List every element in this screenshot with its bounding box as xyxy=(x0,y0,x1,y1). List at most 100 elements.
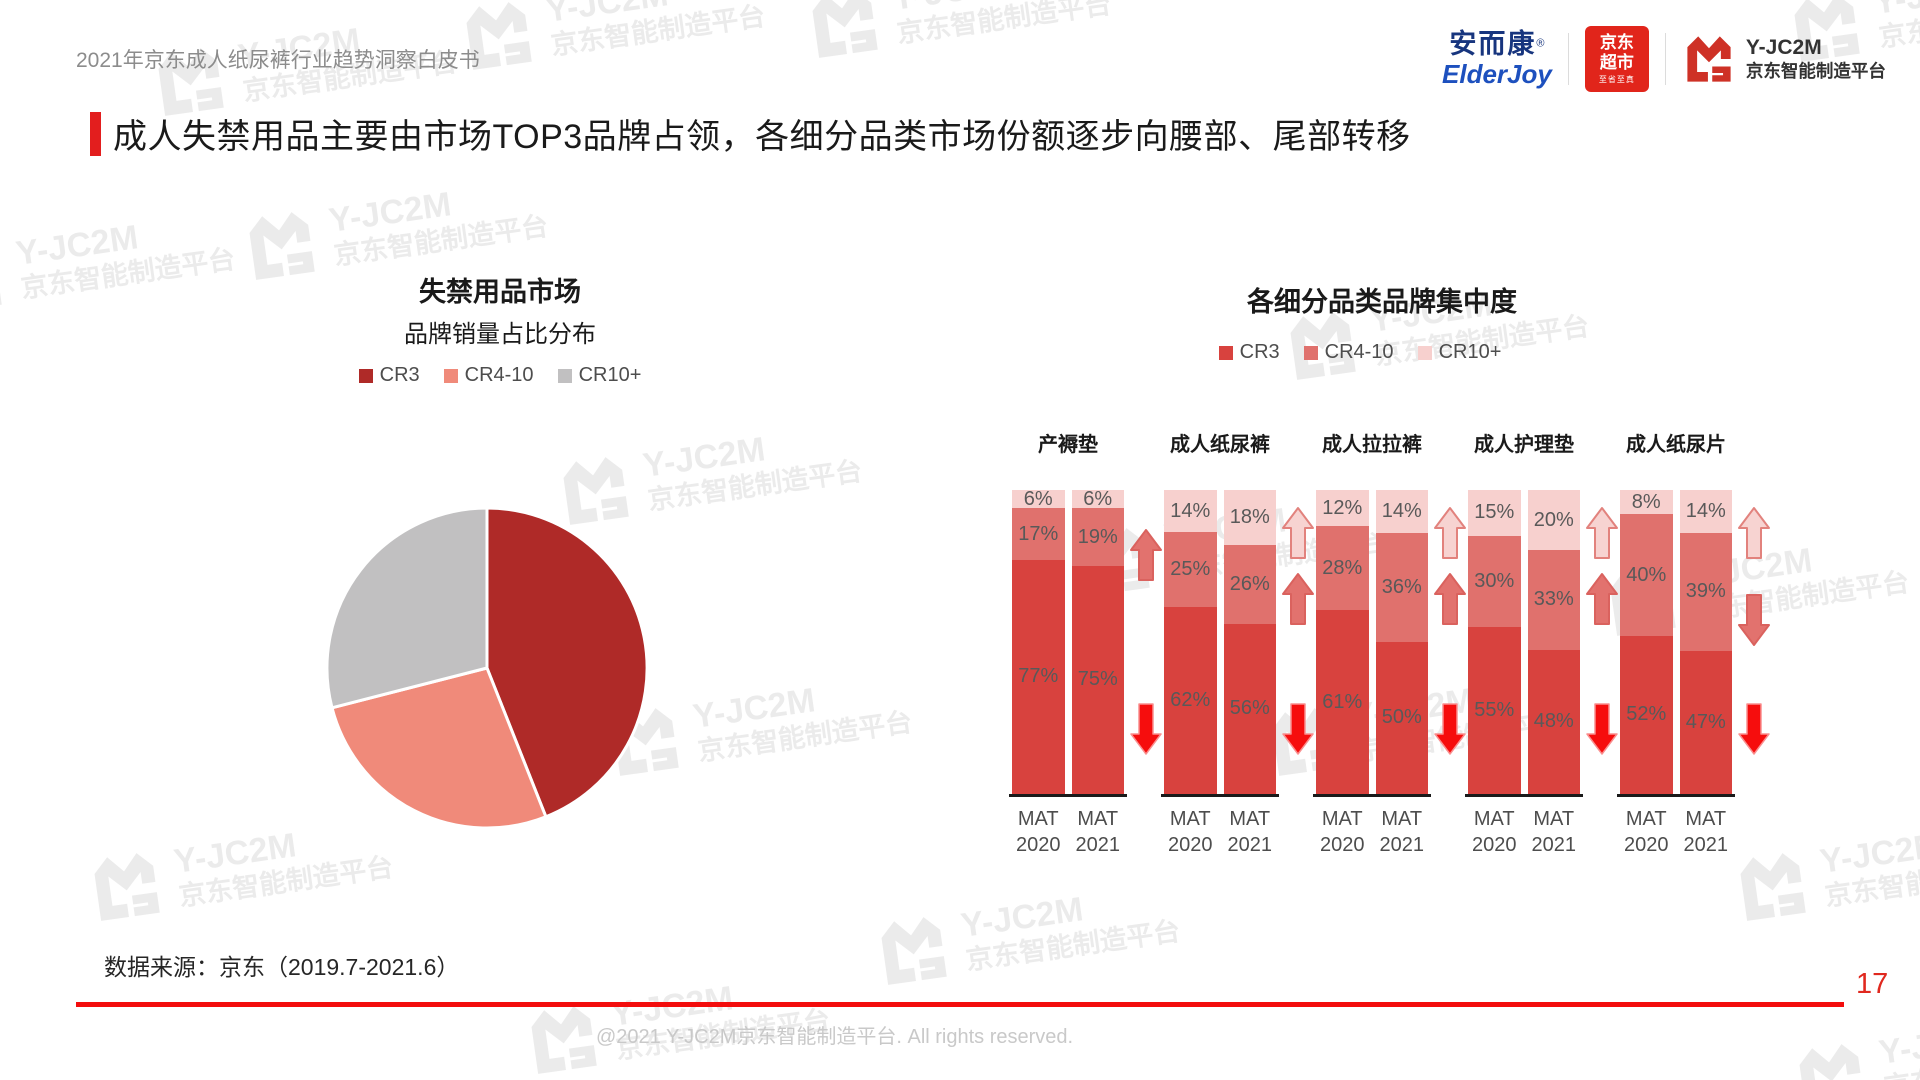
x-axis-label: MAT 2020 xyxy=(1620,806,1673,858)
yjc2m-mark-icon xyxy=(1687,36,1731,82)
bar-value-label: 40% xyxy=(1626,563,1667,586)
title-accent-bar xyxy=(90,112,101,156)
trend-arrow-down-icon xyxy=(1433,702,1467,761)
logo-divider xyxy=(1664,33,1666,85)
elderjoy-en-text: ElderJoy xyxy=(1442,58,1552,89)
trend-arrow-up-icon xyxy=(1129,528,1163,587)
bar-value-label: 28% xyxy=(1322,556,1363,579)
x-axis-label-line: MAT xyxy=(1321,808,1363,830)
bar-value-label: 55% xyxy=(1474,698,1515,721)
x-axis-label-line: 2021 xyxy=(1075,834,1121,856)
page-title: 成人失禁用品主要由市场TOP3品牌占领，各细分品类市场份额逐步向腰部、尾部转移 xyxy=(113,118,1411,156)
bar-segment-CR3: 61% xyxy=(1316,610,1369,794)
stacked-bar-MAT-2020: 12% 28% 61% xyxy=(1316,490,1369,794)
stacked-bar-MAT-2021: 20% 33% 48% xyxy=(1527,490,1580,794)
x-axis-label-line: MAT xyxy=(1017,808,1059,830)
x-axis-label-line: 2020 xyxy=(1320,834,1365,856)
category-label: 成人护理垫 xyxy=(1474,434,1574,456)
x-axis-label-line: 2021 xyxy=(1379,834,1425,856)
bar-chart: 产褥垫 6% 17% 77% 6% 19% 75% MAT 2020 MAT 2021 成人纸尿裤 14… xyxy=(1009,428,1802,873)
stacked-bar-MAT-2021: 14% 36% 50% xyxy=(1375,490,1428,794)
bar-segment-CR4-10: 19% xyxy=(1071,508,1124,566)
legend-label: CR3 xyxy=(1239,341,1280,363)
x-axis-label: MAT 2020 xyxy=(1012,806,1065,858)
bar-segment-CR3: 56% xyxy=(1223,623,1276,794)
x-axis-label: MAT 2020 xyxy=(1316,806,1369,858)
trend-arrow-down-icon xyxy=(1737,702,1771,761)
x-axis-label: MAT 2021 xyxy=(1680,806,1733,858)
bar-value-label: 75% xyxy=(1077,668,1118,691)
trend-arrows xyxy=(1736,490,1772,797)
category-label: 成人拉拉裤 xyxy=(1322,434,1422,456)
bar-group-成人纸尿裤: 成人纸尿裤 14% 25% 62% 18% 26% 56% MAT 2020 MAT 2021 xyxy=(1161,428,1279,856)
jd-supermarket-logo: 京东 超市 至省至真 xyxy=(1584,26,1649,92)
data-source-note: 数据来源：京东（2019.7-2021.6） xyxy=(104,954,460,980)
bar-legend: CR3 CR4-10 CR10+ xyxy=(1160,341,1560,364)
bar-value-label: 12% xyxy=(1322,496,1363,519)
bar-segment-CR3: 47% xyxy=(1679,651,1732,794)
jd-supermarket-line1: 京东 xyxy=(1599,33,1634,53)
bar-chart-title: 各细分品类品牌集中度 xyxy=(1247,287,1517,317)
bar-value-label: 30% xyxy=(1474,569,1515,592)
stacked-bar-MAT-2021: 6% 19% 75% xyxy=(1071,488,1124,794)
bar-value-label: 48% xyxy=(1533,710,1574,733)
x-axis-labels: MAT 2020 MAT 2021 xyxy=(1164,806,1276,858)
x-axis-labels: MAT 2020 MAT 2021 xyxy=(1620,806,1732,858)
bar-segment-CR4-10: 40% xyxy=(1620,514,1673,636)
trend-arrows xyxy=(1432,490,1468,797)
bar-segment-CR3: 50% xyxy=(1375,641,1428,794)
category-label: 成人纸尿片 xyxy=(1626,434,1726,456)
bar-segment-CR10+: 18% xyxy=(1223,490,1276,545)
pie-chart-subtitle: 品牌销量占比分布 xyxy=(404,321,596,348)
x-axis-label: MAT 2021 xyxy=(1072,806,1125,858)
bar-segment-CR3: 62% xyxy=(1164,607,1217,794)
legend-item-cr10plus: CR10+ xyxy=(1417,341,1501,364)
pie-chart xyxy=(325,506,649,830)
bar-pair: 14% 25% 62% 18% 26% 56% xyxy=(1161,490,1279,797)
bar-segment-CR10+: 8% xyxy=(1620,490,1673,515)
bar-group-成人拉拉裤: 成人拉拉裤 12% 28% 61% 14% 36% 50% MAT 2020 MAT 2021 xyxy=(1313,428,1431,856)
pie-slice-CR3 xyxy=(485,506,649,819)
doc-title: 2021年京东成人纸尿裤行业趋势洞察白皮书 xyxy=(76,49,480,72)
bar-value-label: 25% xyxy=(1170,558,1211,581)
bar-value-label: 19% xyxy=(1077,525,1118,548)
bar-value-label: 17% xyxy=(1018,522,1059,545)
trend-arrow-down-icon xyxy=(1281,702,1315,761)
x-axis-label-line: 2020 xyxy=(1168,834,1213,856)
trend-arrows xyxy=(1128,490,1164,797)
legend-item-cr10plus: CR10+ xyxy=(557,364,641,387)
bar-segment-CR3: 48% xyxy=(1527,649,1580,794)
x-axis-label-line: 2021 xyxy=(1683,834,1729,856)
legend-label: CR4-10 xyxy=(464,364,534,386)
bar-value-label: 8% xyxy=(1631,490,1661,513)
bar-value-label: 6% xyxy=(1023,487,1053,510)
x-axis-label-line: MAT xyxy=(1685,808,1727,830)
logo-divider xyxy=(1567,33,1569,85)
legend-swatch-cr4-10 xyxy=(443,368,458,383)
bar-pair: 8% 40% 52% 14% 39% 47% xyxy=(1617,490,1735,797)
jd-supermarket-line2: 超市 xyxy=(1599,52,1634,72)
bar-segment-CR3: 55% xyxy=(1468,626,1521,794)
bar-pair: 6% 17% 77% 6% 19% 75% xyxy=(1009,487,1127,797)
watermark: Y-JC2M京东智能制造平台 xyxy=(802,0,1113,65)
category-label: 产褥垫 xyxy=(1038,434,1098,456)
stacked-bar-MAT-2020: 14% 25% 62% xyxy=(1164,490,1217,794)
bar-segment-CR10+: 14% xyxy=(1679,490,1732,533)
trend-arrow-down-icon xyxy=(1129,702,1163,761)
bar-value-label: 77% xyxy=(1018,665,1059,688)
legend-item-cr4-10: CR4-10 xyxy=(1303,341,1394,364)
x-axis-label-line: 2021 xyxy=(1227,834,1273,856)
pie-slice-CR10+ xyxy=(325,506,489,710)
yjc2m-logo: Y-JC2M 京东智能制造平台 xyxy=(1682,32,1886,86)
yjc2m-subtitle: 京东智能制造平台 xyxy=(1745,60,1886,81)
x-axis-labels: MAT 2020 MAT 2021 xyxy=(1468,806,1580,858)
bar-value-label: 15% xyxy=(1474,501,1515,524)
legend-item-cr3: CR3 xyxy=(1218,341,1280,364)
logo-bar: 安而康® ElderJoy 京东 超市 至省至真 Y-JC2M 京东智能制造平台 xyxy=(1442,26,1886,92)
bar-value-label: 33% xyxy=(1533,588,1574,611)
stacked-bar-MAT-2020: 8% 40% 52% xyxy=(1620,490,1673,794)
bar-value-label: 14% xyxy=(1685,499,1726,522)
x-axis-label: MAT 2021 xyxy=(1224,806,1277,858)
bar-segment-CR4-10: 33% xyxy=(1527,550,1580,650)
